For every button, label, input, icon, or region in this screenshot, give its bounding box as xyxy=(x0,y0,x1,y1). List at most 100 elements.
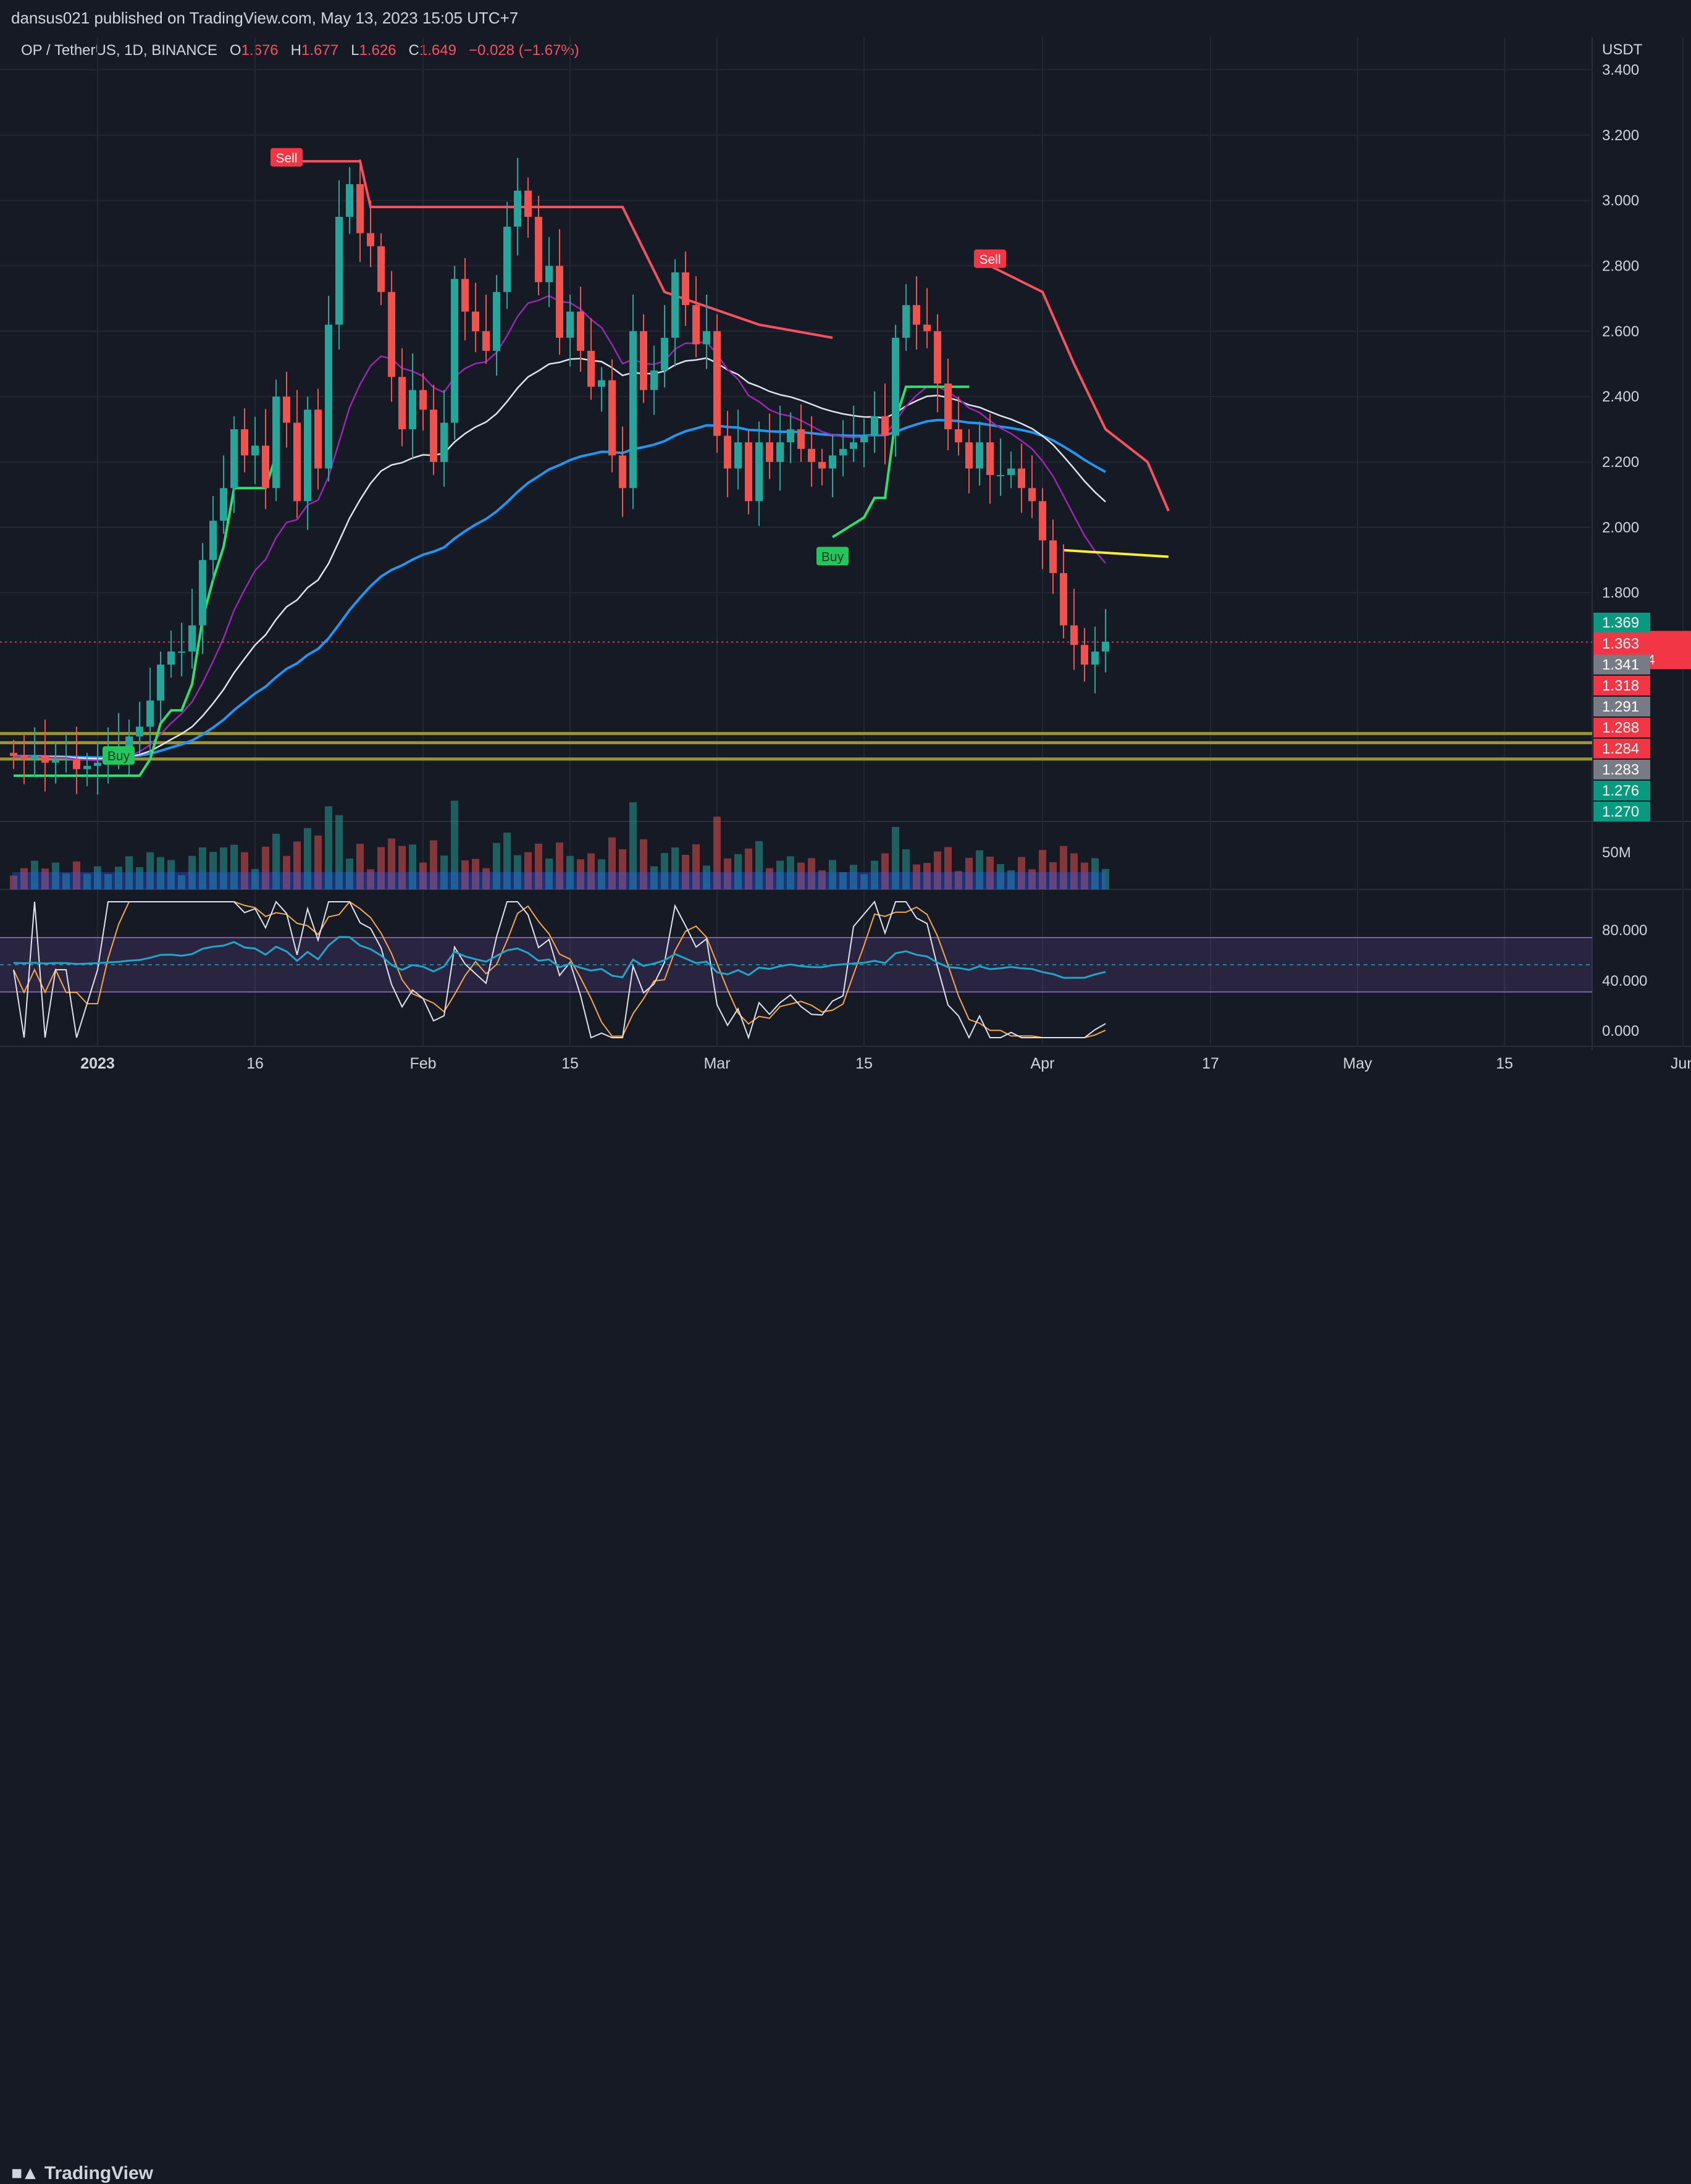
volume-bar xyxy=(1028,869,1036,889)
candle-body xyxy=(283,397,290,423)
volume-bar xyxy=(388,838,395,889)
volume-bar xyxy=(377,847,385,889)
volume-bar xyxy=(703,865,710,889)
candle-body xyxy=(1007,468,1015,476)
candle-body xyxy=(367,233,374,246)
volume-bar xyxy=(913,864,920,889)
candle-body xyxy=(272,397,280,489)
time-tick-label: Mar xyxy=(703,1055,730,1072)
currency-label: USDT xyxy=(1602,41,1643,58)
volume-bar xyxy=(472,859,479,889)
level-tag-value: 1.276 xyxy=(1602,783,1639,799)
volume-bar xyxy=(293,841,301,889)
volume-bar xyxy=(545,859,553,889)
time-tick-label: 2023 xyxy=(80,1055,115,1072)
sell-signal-label: Sell xyxy=(275,151,297,166)
candles xyxy=(10,158,1109,795)
price-tick-label: 2.600 xyxy=(1602,323,1639,340)
volume-bar xyxy=(115,867,122,889)
volume-bar xyxy=(398,846,406,889)
candle-body xyxy=(293,422,301,502)
volume-bar xyxy=(1039,850,1046,889)
candle-body xyxy=(892,337,899,436)
candle-body xyxy=(314,410,322,469)
ema-blue-line xyxy=(13,419,1106,759)
volume-bar xyxy=(1081,862,1088,889)
time-axis[interactable]: 202316Feb15Mar15Apr17May15Jun15Jul1 xyxy=(80,1055,1691,1072)
price-tick-label: 3.400 xyxy=(1602,62,1639,78)
level-tag-value: 1.341 xyxy=(1602,657,1639,673)
candle-body xyxy=(514,190,521,227)
volume-bar xyxy=(167,860,175,889)
volume-bar xyxy=(871,860,878,889)
candle-body xyxy=(608,380,616,456)
level-tag xyxy=(1593,781,1650,800)
price-axis[interactable]: USDT 3.400 3.200 3.000 2.800 2.600 2.400 2.200 2… xyxy=(1593,41,1691,1040)
candle-body xyxy=(20,756,28,760)
volume-bar xyxy=(503,833,511,889)
volume-bar xyxy=(1060,846,1067,889)
level-tag-value: 1.270 xyxy=(1602,804,1639,820)
candle-body xyxy=(94,762,101,766)
candle-body xyxy=(808,448,815,462)
volume-bar xyxy=(797,862,805,889)
volume-bar xyxy=(430,840,437,889)
candle-body xyxy=(619,455,626,489)
volume-bar xyxy=(304,828,311,889)
volume-tick-label: 50M xyxy=(1602,844,1631,861)
level-tag xyxy=(1593,802,1650,821)
buy-signal-label: Buy xyxy=(107,749,130,763)
time-tick-label: 15 xyxy=(1496,1055,1513,1072)
candle-body xyxy=(461,279,469,312)
supertrend-up-line xyxy=(14,455,277,777)
price-tick-label: 1.800 xyxy=(1602,585,1639,602)
volume-bar xyxy=(1049,862,1057,889)
stoch-tick-label: 80.000 xyxy=(1602,922,1647,939)
volume-bar xyxy=(94,866,101,889)
candle-body xyxy=(755,442,763,502)
high-label: H xyxy=(290,42,302,59)
candle-body xyxy=(818,461,826,469)
ema-white-line xyxy=(13,357,1106,760)
candle-body xyxy=(10,752,17,757)
candle-body xyxy=(776,442,784,462)
volume-bar xyxy=(125,856,133,889)
candle-body xyxy=(1070,625,1078,645)
symbol-name[interactable]: OP / TetherUS, 1D, BINANCE xyxy=(21,42,217,59)
volume-bar xyxy=(776,860,784,889)
stochastic-pane xyxy=(0,901,1592,1040)
volume-bar xyxy=(881,853,889,889)
volume-bar xyxy=(587,853,595,889)
price-tick-label: 3.200 xyxy=(1602,127,1639,144)
candle-body xyxy=(1049,540,1057,573)
volume-bar xyxy=(335,815,343,889)
candle-body xyxy=(860,435,868,443)
volume-bar xyxy=(860,874,868,889)
volume-bar xyxy=(1070,853,1078,889)
candle-body xyxy=(1091,651,1099,665)
volume-bar xyxy=(419,862,427,889)
candle-body xyxy=(766,442,773,462)
chart-canvas[interactable]: Sell Sell Buy Buy USDT 3.400 3.200 3.000 2.800 2… xyxy=(0,0,1691,1075)
stoch-tick-label: 0.000 xyxy=(1602,1023,1639,1040)
candle-body xyxy=(209,521,217,560)
candle-body xyxy=(850,442,857,449)
candle-body xyxy=(713,331,721,436)
volume-bar xyxy=(671,847,679,889)
volume-bar xyxy=(892,827,899,889)
volume-bar xyxy=(1007,870,1015,889)
time-tick-label: 15 xyxy=(561,1055,579,1072)
tradingview-logo[interactable]: ■▲ TradingView xyxy=(11,2163,153,2184)
candle-body xyxy=(398,377,406,429)
time-tick-label: 15 xyxy=(855,1055,873,1072)
candle-body xyxy=(986,442,994,476)
candle-body xyxy=(955,429,962,443)
candle-body xyxy=(650,370,658,390)
candle-body xyxy=(230,429,238,489)
candle-body xyxy=(923,324,931,332)
volume-bar xyxy=(556,842,563,889)
candle-body xyxy=(1028,488,1036,502)
level-tag-value: 1.369 xyxy=(1602,615,1639,631)
candle-body xyxy=(745,442,752,502)
volume-bar xyxy=(650,866,658,889)
